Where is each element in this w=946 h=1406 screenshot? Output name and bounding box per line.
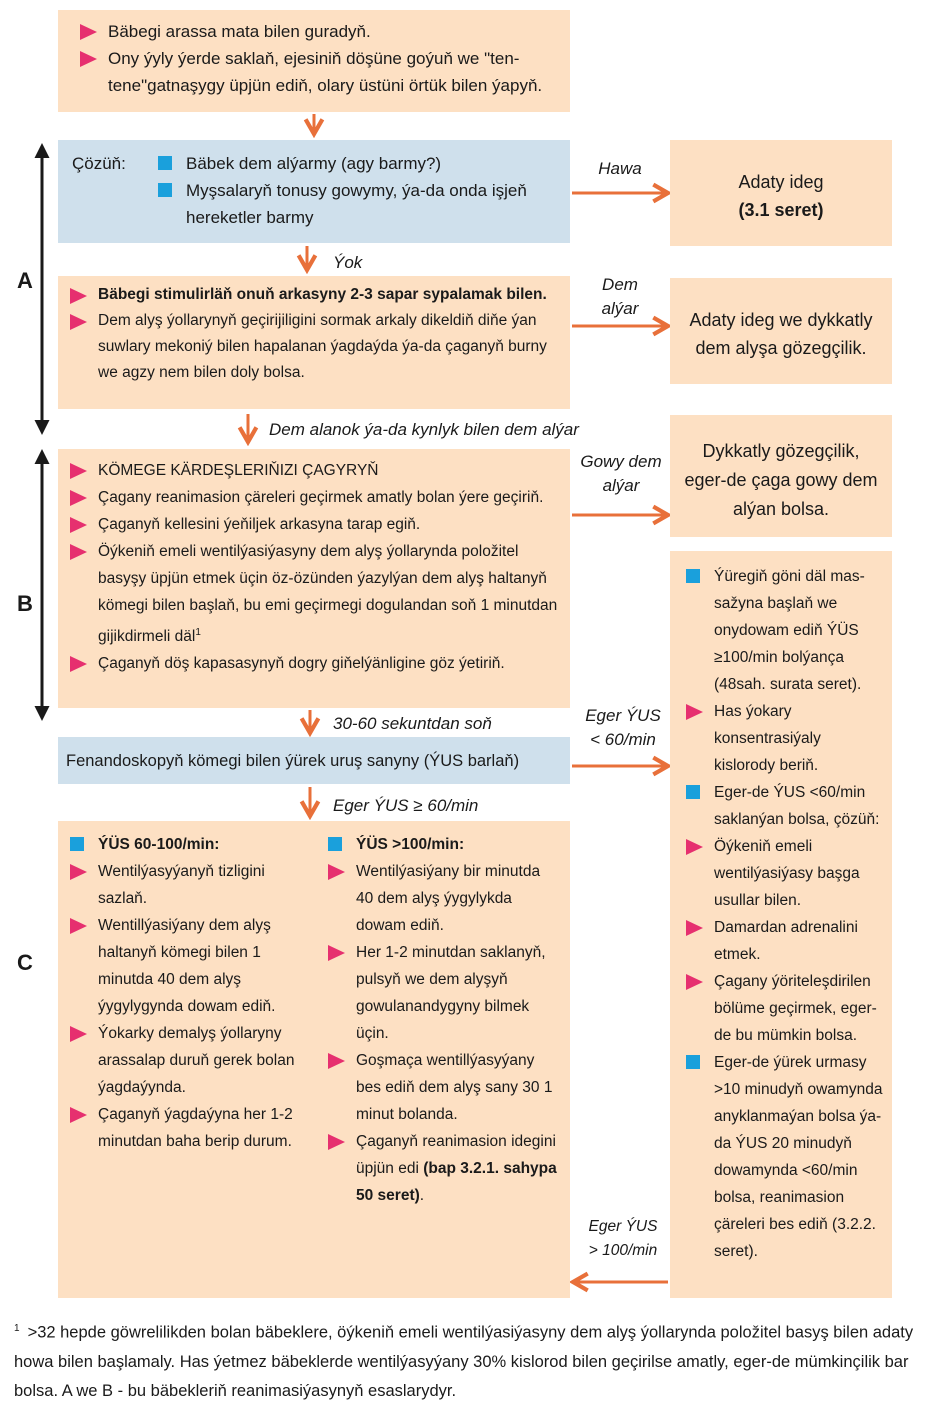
bullet-square-icon — [70, 837, 84, 851]
hr-60-100-title: ÝÜS 60-100/min: — [68, 831, 310, 858]
hr-60-100-step: Ýokarky demalyş ýollaryny arassalap duru… — [68, 1020, 310, 1101]
careful-observation-text: Dykkatly gözegçilik, eger-de çaga gowy d… — [684, 441, 878, 519]
routine-care-ref: (3.1 seret) — [738, 200, 824, 220]
hr-60-100-step: Wentillýasiýany dem alyş haltanyň kömegi… — [68, 912, 310, 1020]
label-yus-lt60: Eger ÝUS < 60/min — [585, 706, 661, 749]
bullet-triangle-icon — [70, 864, 87, 880]
low-hr-action-item: Eger-de ýürek urmasy >10 minudyň owamynd… — [684, 1049, 884, 1265]
label-yus-gt100: Eger ÝUS > 100/min — [588, 1218, 658, 1259]
bullet-square-icon — [686, 569, 700, 583]
hr-60-100-step: Çaganyň ýagdaýyna her 1-2 minutdan baha … — [68, 1101, 310, 1155]
bullet-triangle-icon — [70, 490, 87, 506]
bullet-triangle-icon — [70, 918, 87, 934]
heart-rate-box: Fenandoskopyň kömegi bilen ýürek uruş sa… — [58, 737, 570, 784]
bullet-triangle-icon — [328, 1053, 345, 1069]
label-dem-alanok: Dem alanok ýa-da kynlyk bilen dem alýar — [269, 420, 579, 439]
hr-over-100-step: Çaganyň reanimasion idegini üpjün edi (b… — [326, 1128, 560, 1209]
bullet-triangle-icon — [70, 544, 87, 560]
bullet-triangle-icon — [328, 945, 345, 961]
bullet-triangle-icon — [70, 463, 87, 479]
initial-step-warm: Ony ýyly ýerde saklaň, ejesiniň döşüne g… — [78, 45, 558, 99]
bullet-triangle-icon — [70, 1107, 87, 1123]
label-dem-alyar: Dem alýar — [601, 275, 639, 318]
low-hr-action-item: Öýkeniň emeli wentilýasiýasy başga usull… — [684, 833, 884, 914]
footnote-text: >32 hepde göwrelilikden bolan bäbeklere,… — [14, 1323, 914, 1400]
hr-over-100-step: Her 1-2 minutdan saklanyň, pulsyň we dem… — [326, 939, 560, 1047]
low-hr-action-item: Damardan adrenalini etmek. — [684, 914, 884, 968]
bullet-triangle-icon — [686, 704, 703, 720]
heart-rate-text: Fenandoskopyň kömegi bilen ýürek uruş sa… — [66, 752, 520, 770]
stimulate-box: Bäbegi stimulirläň onuň arkasyny 2-3 sap… — [58, 276, 570, 409]
label-sekunt: 30-60 sekuntdan soň — [333, 714, 492, 733]
low-hr-action-item: Çagany ýöriteleşdirilen bölüme geçirmek,… — [684, 968, 884, 1049]
bullet-triangle-icon — [70, 1026, 87, 1042]
bullet-triangle-icon — [686, 920, 703, 936]
hr-60-100-column: ÝÜS 60-100/min: Wentilýasyýanyň tizligin… — [68, 831, 310, 1155]
observe-box: Adaty ideg we dykkatly dem alyşa gözegçi… — [670, 278, 892, 384]
bullet-triangle-icon — [328, 1134, 345, 1150]
stimulate-suction: Dem alyş ýollarynyň geçirijiligini sorma… — [68, 308, 558, 386]
bullet-square-icon — [686, 785, 700, 799]
section-a-label: A — [17, 268, 33, 293]
bullet-triangle-icon — [70, 288, 87, 304]
reference-link: (bap 3.2.1. sahypa 50 seret) — [356, 1160, 557, 1204]
bullet-square-icon — [686, 1055, 700, 1069]
label-yus-ge60: Eger ÝUS ≥ 60/min — [333, 796, 479, 815]
assess-box: Çözüň: Bäbek dem alýarmy (agy barmy?) My… — [58, 140, 570, 243]
hr-over-100-step: Wentilýasiýany bir minutda 40 dem alyş ý… — [326, 858, 560, 939]
routine-care-box: Adaty ideg (3.1 seret) — [670, 140, 892, 246]
b-head-position: Çaganyň kellesini ýeňiljek arkasyna tara… — [68, 511, 558, 538]
assess-label: Çözüň: — [72, 154, 126, 173]
bullet-square-icon — [328, 837, 342, 851]
hr-60-100-step: Wentilýasyýanyň tizligini sazlaň. — [68, 858, 310, 912]
section-b-label: B — [17, 591, 33, 616]
bullet-square-icon — [158, 156, 172, 170]
bullet-triangle-icon — [80, 24, 97, 40]
bullet-triangle-icon — [70, 314, 87, 330]
hr-over-100-step: Goşmaça wentillýasyýany bes ediň dem aly… — [326, 1047, 560, 1128]
assess-tone: Myşsalaryň tonusy gowymy, ýa-da onda işj… — [156, 177, 558, 231]
initial-steps-box: Bäbegi arassa mata bilen guradyň. Ony ýy… — [58, 10, 570, 112]
label-hawa: Hawa — [598, 159, 642, 178]
hr-over-100-column: ÝÜS >100/min: Wentilýasiýany bir minutda… — [326, 831, 560, 1209]
careful-observation-box: Dykkatly gözegçilik, eger-de çaga gowy d… — [670, 415, 892, 537]
section-b-box: KÖMEGE KÄRDEŞLERIŇIZI ÇAGYRYŇ Çagany rea… — [58, 449, 570, 708]
section-c-box: ÝÜS 60-100/min: Wentilýasyýanyň tizligin… — [58, 821, 570, 1298]
bullet-square-icon — [158, 183, 172, 197]
b-chest-rise: Çaganyň döş kapasasynyň dogry giňelýänli… — [68, 650, 558, 677]
section-c-label: C — [17, 950, 33, 975]
label-yok: Ýok — [333, 253, 363, 272]
label-gowy-dem-alyar: Gowy dem alýar — [580, 452, 662, 495]
observe-text: Adaty ideg we dykkatly dem alyşa gözegçi… — [689, 310, 873, 358]
bullet-triangle-icon — [328, 864, 345, 880]
footnote-ref: 1 — [195, 627, 201, 638]
bullet-triangle-icon — [70, 656, 87, 673]
bullet-triangle-icon — [686, 839, 703, 855]
assess-breathing: Bäbek dem alýarmy (agy barmy?) — [156, 150, 558, 177]
b-call-colleagues: KÖMEGE KÄRDEŞLERIŇIZI ÇAGYRYŇ — [68, 457, 558, 484]
bullet-triangle-icon — [686, 974, 703, 990]
footnote-marker: 1 — [14, 1323, 20, 1334]
footnote: 1 >32 hepde göwrelilikden bolan bäbeklere… — [14, 1314, 932, 1406]
low-hr-action-item: Eger-de ÝUS <60/min saklanýan bolsa, çöz… — [684, 779, 884, 833]
low-hr-action-item: Ýüregiň göni däl mas-sažyna başlaň we on… — [684, 563, 884, 698]
low-hr-actions-box: Ýüregiň göni däl mas-sažyna başlaň we on… — [670, 551, 892, 1298]
bullet-triangle-icon — [80, 51, 97, 67]
bullet-triangle-icon — [70, 517, 87, 533]
low-hr-action-item: Has ýokary konsentrasiýaly kislorody ber… — [684, 698, 884, 779]
b-move-baby: Çagany reanimasion çäreleri geçirmek ama… — [68, 484, 558, 511]
initial-step-dry: Bäbegi arassa mata bilen guradyň. — [78, 18, 558, 45]
stimulate-rub: Bäbegi stimulirläň onuň arkasyny 2-3 sap… — [68, 282, 558, 308]
routine-care-text: Adaty ideg — [738, 172, 824, 192]
low-hr-actions-list: Ýüregiň göni däl mas-sažyna başlaň we on… — [684, 563, 884, 1265]
hr-over-100-title: ÝÜS >100/min: — [326, 831, 560, 858]
b-start-ventilation: Öýkeniň emeli wentilýasiýasyny dem alyş … — [68, 538, 558, 650]
